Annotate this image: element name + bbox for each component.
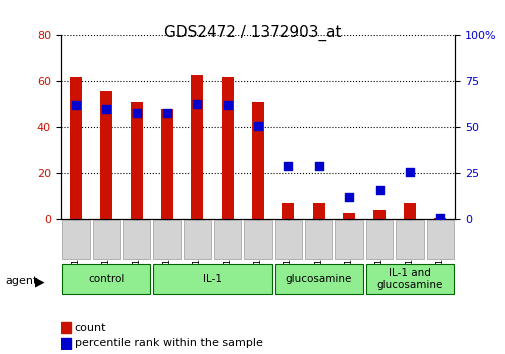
Text: percentile rank within the sample: percentile rank within the sample <box>74 338 262 348</box>
FancyBboxPatch shape <box>274 264 362 294</box>
Bar <box>191 74 203 219</box>
FancyBboxPatch shape <box>153 220 180 259</box>
Bar <box>373 210 385 219</box>
FancyBboxPatch shape <box>153 264 271 294</box>
Text: IL-1: IL-1 <box>203 274 222 284</box>
Point <box>435 215 443 221</box>
Point <box>375 187 383 193</box>
Point <box>314 163 322 169</box>
FancyBboxPatch shape <box>214 220 241 259</box>
FancyBboxPatch shape <box>92 220 120 259</box>
Point <box>132 110 140 115</box>
FancyBboxPatch shape <box>244 220 271 259</box>
FancyBboxPatch shape <box>426 220 453 259</box>
Bar <box>312 203 324 219</box>
Text: control: control <box>88 274 124 284</box>
Point <box>254 123 262 129</box>
FancyBboxPatch shape <box>62 220 89 259</box>
FancyBboxPatch shape <box>365 264 453 294</box>
Point <box>102 106 110 112</box>
Bar <box>61 322 71 333</box>
Bar <box>100 91 112 219</box>
Point <box>193 101 201 106</box>
Text: GDS2472 / 1372903_at: GDS2472 / 1372903_at <box>164 25 341 41</box>
Bar <box>130 102 142 219</box>
Point <box>405 169 413 175</box>
Text: count: count <box>74 322 106 332</box>
Point <box>72 103 80 108</box>
FancyBboxPatch shape <box>274 220 301 259</box>
Text: agent: agent <box>5 276 37 286</box>
FancyBboxPatch shape <box>62 264 150 294</box>
FancyBboxPatch shape <box>395 220 423 259</box>
Text: ▶: ▶ <box>35 275 45 288</box>
FancyBboxPatch shape <box>365 220 392 259</box>
FancyBboxPatch shape <box>183 220 211 259</box>
Text: glucosamine: glucosamine <box>285 274 351 284</box>
Bar <box>342 212 355 219</box>
Bar <box>282 203 294 219</box>
FancyBboxPatch shape <box>305 220 332 259</box>
Bar <box>221 77 233 219</box>
Bar <box>433 218 445 219</box>
Point <box>223 103 231 108</box>
Bar <box>70 77 82 219</box>
Point <box>163 110 171 115</box>
Point <box>284 163 292 169</box>
FancyBboxPatch shape <box>123 220 150 259</box>
Text: IL-1 and
glucosamine: IL-1 and glucosamine <box>376 268 442 290</box>
Bar <box>251 102 264 219</box>
Bar <box>161 109 173 219</box>
Point <box>344 195 352 200</box>
Bar <box>403 203 415 219</box>
FancyBboxPatch shape <box>335 220 362 259</box>
Bar <box>61 338 71 349</box>
